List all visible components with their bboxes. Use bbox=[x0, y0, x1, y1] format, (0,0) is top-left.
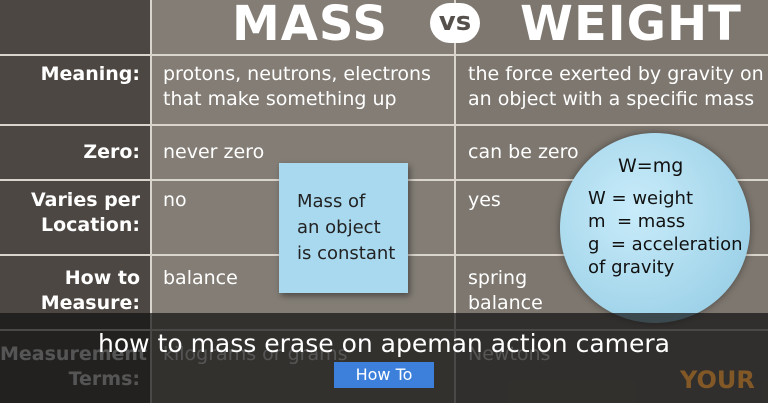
note-text: Mass of an object is constant bbox=[297, 189, 395, 267]
divider bbox=[0, 54, 768, 56]
weight-cell: yes bbox=[468, 188, 501, 213]
cell-line: spring bbox=[468, 267, 528, 289]
cell-line: an object with a specific mass bbox=[468, 88, 755, 110]
formula: W=mg bbox=[618, 155, 684, 177]
logo: YOUR bbox=[680, 366, 755, 394]
label-line: Location: bbox=[40, 214, 140, 236]
vs-badge: vs bbox=[430, 3, 480, 43]
button-label: How To bbox=[355, 365, 413, 384]
divider bbox=[0, 124, 768, 126]
mass-cell: never zero bbox=[163, 140, 264, 165]
row-label: Varies per Location: bbox=[0, 188, 140, 238]
divider bbox=[454, 0, 456, 403]
cell-line: can be zero bbox=[468, 141, 579, 163]
weight-cell: the force exerted by gravity on an object… bbox=[468, 62, 764, 112]
label-line: Varies per bbox=[30, 189, 140, 211]
cell-line: no bbox=[163, 189, 187, 211]
mass-cell: no bbox=[163, 188, 187, 213]
cell-line: protons, neutrons, electrons bbox=[163, 63, 431, 85]
cell-line: never zero bbox=[163, 141, 265, 163]
cell-line: balance bbox=[163, 267, 238, 289]
label-line: How to bbox=[64, 267, 140, 289]
caption-bar bbox=[0, 313, 768, 403]
note-line: is constant bbox=[297, 243, 396, 264]
label-line: Measure: bbox=[40, 292, 140, 314]
globe-line: W = weight bbox=[588, 188, 694, 209]
caption: how to mass erase on apeman action camer… bbox=[98, 329, 670, 358]
cell-line: the force exerted by gravity on bbox=[468, 63, 764, 85]
globe-line: m = mass bbox=[588, 211, 686, 232]
row-label: Zero: bbox=[0, 140, 140, 165]
label-line: Meaning: bbox=[40, 63, 140, 85]
mass-cell: protons, neutrons, electrons that make so… bbox=[163, 62, 431, 112]
row-label: How to Measure: bbox=[0, 266, 140, 316]
note-line: an object bbox=[297, 217, 381, 238]
mass-heading: MASS bbox=[232, 0, 388, 52]
weight-cell: can be zero bbox=[468, 140, 579, 165]
note-line: Mass of bbox=[297, 191, 366, 212]
divider bbox=[150, 0, 152, 403]
cell-line: that make something up bbox=[163, 88, 397, 110]
cell-line: balance bbox=[468, 292, 543, 314]
globe-line: of gravity bbox=[588, 257, 675, 278]
sticky-note: Mass of an object is constant bbox=[279, 163, 408, 293]
weight-cell: spring balance bbox=[468, 266, 543, 316]
weight-heading: WEIGHT bbox=[520, 0, 742, 52]
cell-line: yes bbox=[468, 189, 501, 211]
how-to-button[interactable]: How To bbox=[334, 362, 434, 388]
globe-line: g = acceleration bbox=[588, 234, 743, 255]
mass-cell: balance bbox=[163, 266, 238, 291]
globe-text: W = weight m = mass g = acceleration of gra… bbox=[588, 187, 743, 279]
row-label: Meaning: bbox=[0, 62, 140, 87]
globe: W=mg W = weight m = mass g = acceleration o… bbox=[560, 133, 750, 323]
label-line: Zero: bbox=[83, 141, 140, 163]
